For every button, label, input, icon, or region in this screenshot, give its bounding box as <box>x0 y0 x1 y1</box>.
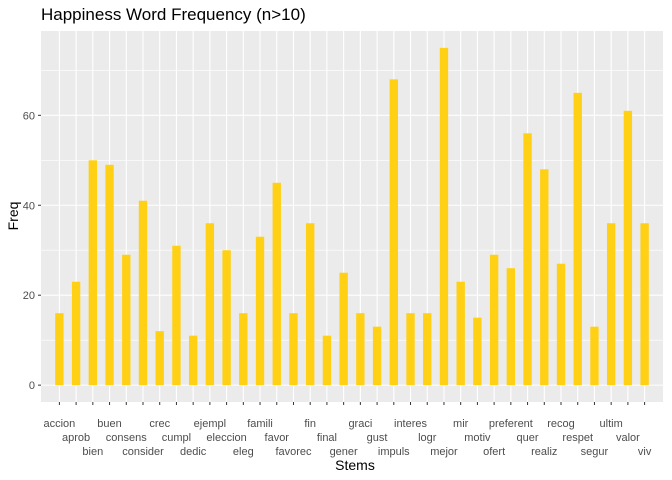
x-tick-label: segur <box>581 446 609 458</box>
x-tick-label: famili <box>247 418 273 430</box>
x-tick-label: mejor <box>430 446 458 458</box>
x-tick-label: realiz <box>531 446 557 458</box>
x-tick-label: motiv <box>464 432 491 444</box>
x-tick-label: ofert <box>483 446 505 458</box>
x-tick-label: quer <box>517 432 539 444</box>
bar-mejor <box>439 47 449 386</box>
bar-favorec <box>289 313 298 386</box>
x-tick-label: viv <box>638 446 652 458</box>
bar-realiz <box>540 169 549 386</box>
x-tick-label: gust <box>367 432 388 444</box>
bar-segur <box>590 326 599 386</box>
bar-graci <box>356 313 365 386</box>
bar-accion <box>55 313 64 386</box>
x-tick-label: bien <box>82 446 103 458</box>
x-tick-label: ultim <box>600 418 623 430</box>
bar-dedic <box>188 335 198 386</box>
x-tick-label: logr <box>418 432 437 444</box>
x-tick-label: mir <box>453 418 469 430</box>
y-tick-label: 0 <box>29 380 35 392</box>
y-axis: 0 20 40 60 <box>23 110 41 392</box>
bar-eleccion <box>222 250 231 386</box>
bar-ofert <box>489 254 499 386</box>
bar-famili <box>255 236 265 386</box>
x-tick-label: ejempl <box>194 418 226 430</box>
bar-eleg <box>239 313 248 386</box>
x-tick-label: favor <box>265 432 290 444</box>
bar-crec <box>155 331 164 386</box>
bar-gener <box>339 272 348 386</box>
x-tick-label: recog <box>547 418 575 430</box>
x-tick-label: graci <box>348 418 372 430</box>
x-axis: accion aprob bien buen consens consider crec cu… <box>43 402 652 458</box>
x-tick-label: fin <box>304 418 316 430</box>
y-tick-label: 20 <box>23 290 35 302</box>
bar-fin <box>306 223 315 386</box>
bar-final <box>322 335 332 386</box>
x-tick-label: eleccion <box>206 432 246 444</box>
x-tick-label: valor <box>616 432 640 444</box>
bar-interes <box>406 313 415 386</box>
x-axis-title: Stems <box>335 457 375 473</box>
bar-favor <box>272 182 281 386</box>
bar-cumpl <box>172 245 181 386</box>
bar-motiv <box>473 317 482 386</box>
x-tick-label: respet <box>562 432 593 444</box>
bar-quer <box>523 133 532 386</box>
bar-consider <box>138 200 148 386</box>
x-tick-label: crec <box>149 418 170 430</box>
x-tick-label: eleg <box>233 446 254 458</box>
bar-aprob <box>71 281 81 386</box>
bar-bien <box>88 160 98 386</box>
bar-logr <box>423 313 432 386</box>
bar-respet <box>573 92 582 386</box>
x-tick-label: favorec <box>275 446 312 458</box>
bar-preferent <box>506 268 516 386</box>
x-tick-label: buen <box>97 418 121 430</box>
y-axis-title: Freq <box>5 202 21 231</box>
bar-ultim <box>606 223 616 386</box>
bar-valor <box>623 110 633 386</box>
bar-impuls <box>389 79 398 386</box>
x-tick-label: gener <box>330 446 358 458</box>
x-tick-label: final <box>317 432 337 444</box>
x-tick-label: preferent <box>489 418 533 430</box>
x-tick-label: dedic <box>180 446 207 458</box>
bar-gust <box>372 326 382 386</box>
bar-viv <box>640 223 649 386</box>
x-tick-label: accion <box>43 418 75 430</box>
bar-consens <box>122 254 131 386</box>
x-tick-label: aprob <box>62 432 90 444</box>
bar-recog <box>556 263 566 386</box>
bar-ejempl <box>205 223 215 386</box>
y-tick-label: 60 <box>23 110 35 122</box>
y-tick-label: 40 <box>23 200 35 212</box>
x-tick-label: consider <box>122 446 164 458</box>
x-tick-label: impuls <box>378 446 410 458</box>
bar-buen <box>105 164 114 386</box>
x-tick-label: cumpl <box>162 432 191 444</box>
bars <box>55 47 649 386</box>
chart-title: Happiness Word Frequency (n>10) <box>41 5 306 24</box>
x-tick-label: consens <box>106 432 147 444</box>
bar-mir <box>456 281 465 386</box>
plot-panel <box>41 31 663 402</box>
x-tick-label: interes <box>394 418 428 430</box>
